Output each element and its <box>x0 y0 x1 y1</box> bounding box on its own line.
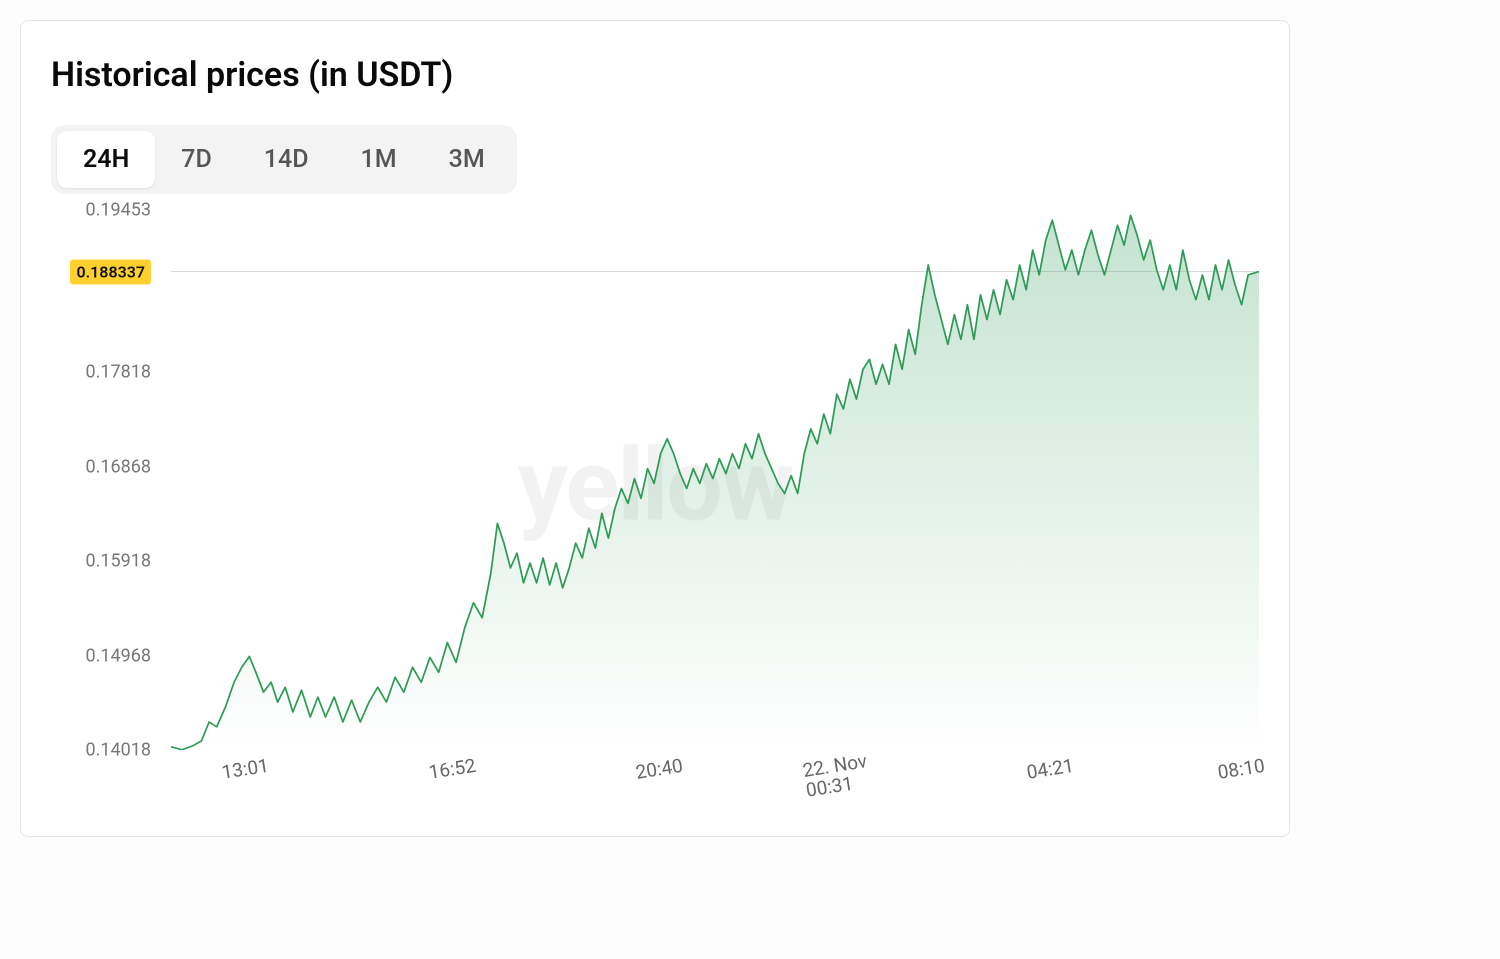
price-history-card: Historical prices (in USDT) 24H7D14D1M3M… <box>20 20 1290 837</box>
x-tick-label: 22. Nov00:31 <box>801 751 871 800</box>
current-price-badge: 0.188337 <box>70 259 151 284</box>
x-axis-labels: 13:0116:5220:4022. Nov00:3104:2108:10 <box>171 755 1259 810</box>
y-axis-labels: 0.140180.149680.159180.168680.178180.194… <box>51 210 151 810</box>
card-title: Historical prices (in USDT) <box>51 55 1259 95</box>
timeframe-tab-7d[interactable]: 7D <box>155 131 238 188</box>
timeframe-tab-1m[interactable]: 1M <box>335 131 423 188</box>
timeframe-tab-3m[interactable]: 3M <box>423 131 511 188</box>
x-tick-label: 13:01 <box>220 754 270 784</box>
chart-svg <box>171 210 1259 750</box>
y-tick-label: 0.15918 <box>86 551 151 572</box>
x-tick-label: 08:10 <box>1216 754 1266 784</box>
y-tick-label: 0.19453 <box>86 200 151 221</box>
chart-fill <box>171 215 1259 750</box>
y-tick-label: 0.17818 <box>86 362 151 383</box>
y-tick-label: 0.14968 <box>86 645 151 666</box>
x-tick-label: 16:52 <box>427 754 477 784</box>
y-tick-label: 0.14018 <box>86 740 151 761</box>
timeframe-tab-24h[interactable]: 24H <box>57 131 155 188</box>
timeframe-tab-14d[interactable]: 14D <box>238 131 335 188</box>
y-tick-label: 0.16868 <box>86 456 151 477</box>
x-tick-label: 20:40 <box>634 754 684 784</box>
timeframe-tabs: 24H7D14D1M3M <box>51 125 517 194</box>
chart-area: yellow 0.140180.149680.159180.168680.178… <box>51 210 1259 810</box>
x-tick-label: 04:21 <box>1025 754 1075 784</box>
chart-plot <box>171 210 1259 750</box>
